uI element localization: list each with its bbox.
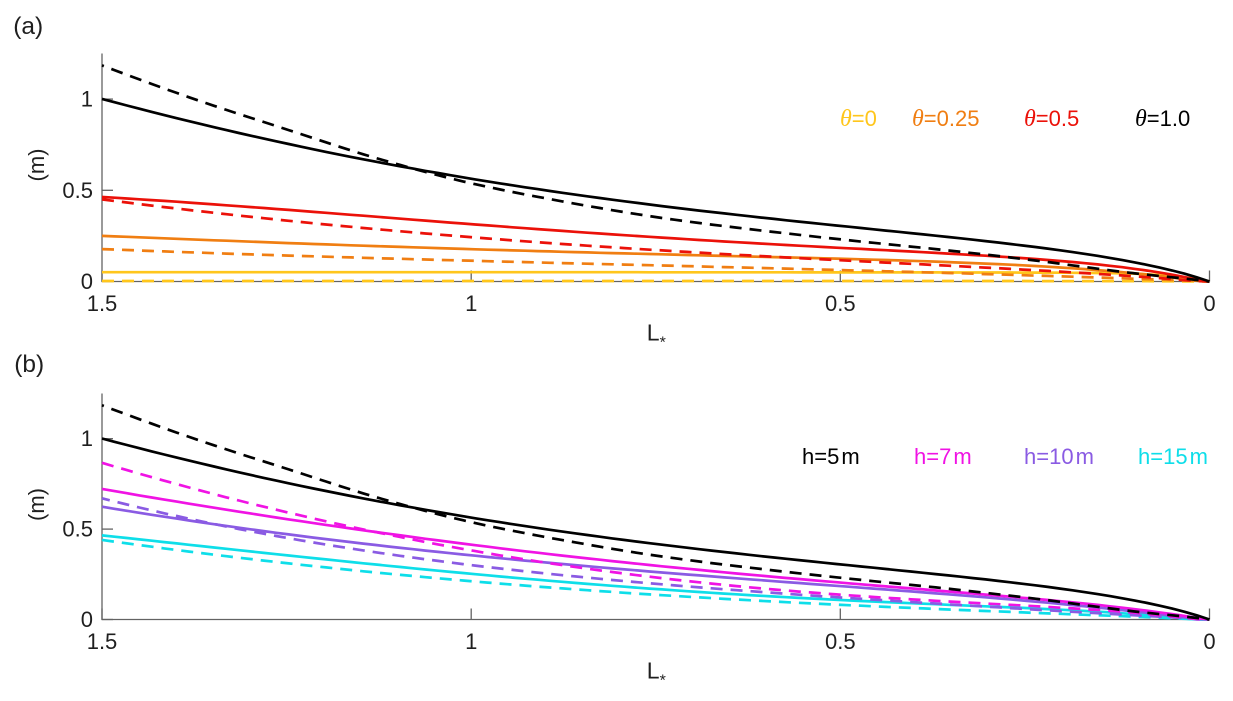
svg-text:h=15m: h=15m: [1138, 444, 1208, 469]
svg-text:(m): (m): [24, 149, 49, 182]
svg-text:θ=0: θ=0: [840, 106, 877, 132]
svg-text:θ=1.0: θ=1.0: [1135, 106, 1190, 132]
svg-text:(m): (m): [24, 488, 49, 521]
svg-text:θ=0.25: θ=0.25: [912, 106, 979, 132]
svg-text:(a): (a): [13, 13, 43, 40]
svg-text:0.5: 0.5: [825, 291, 856, 316]
svg-text:θ=0.5: θ=0.5: [1024, 106, 1079, 132]
svg-text:h=10m: h=10m: [1024, 444, 1094, 469]
svg-text:1: 1: [465, 629, 477, 654]
svg-text:0: 0: [81, 269, 93, 294]
svg-text:1: 1: [465, 291, 477, 316]
svg-text:1: 1: [81, 87, 93, 112]
svg-text:0: 0: [1203, 291, 1215, 316]
svg-text:1.5: 1.5: [87, 629, 118, 654]
svg-text:0: 0: [1203, 629, 1215, 654]
svg-text:0.5: 0.5: [62, 517, 93, 542]
svg-text:(b): (b): [14, 351, 44, 378]
svg-text:1: 1: [81, 426, 93, 451]
svg-text:0.5: 0.5: [825, 629, 856, 654]
svg-text:0.5: 0.5: [62, 178, 93, 203]
svg-text:0: 0: [81, 607, 93, 632]
svg-text:1.5: 1.5: [87, 291, 118, 316]
svg-text:h=5m: h=5m: [802, 444, 860, 469]
svg-text:h=7m: h=7m: [914, 444, 972, 469]
